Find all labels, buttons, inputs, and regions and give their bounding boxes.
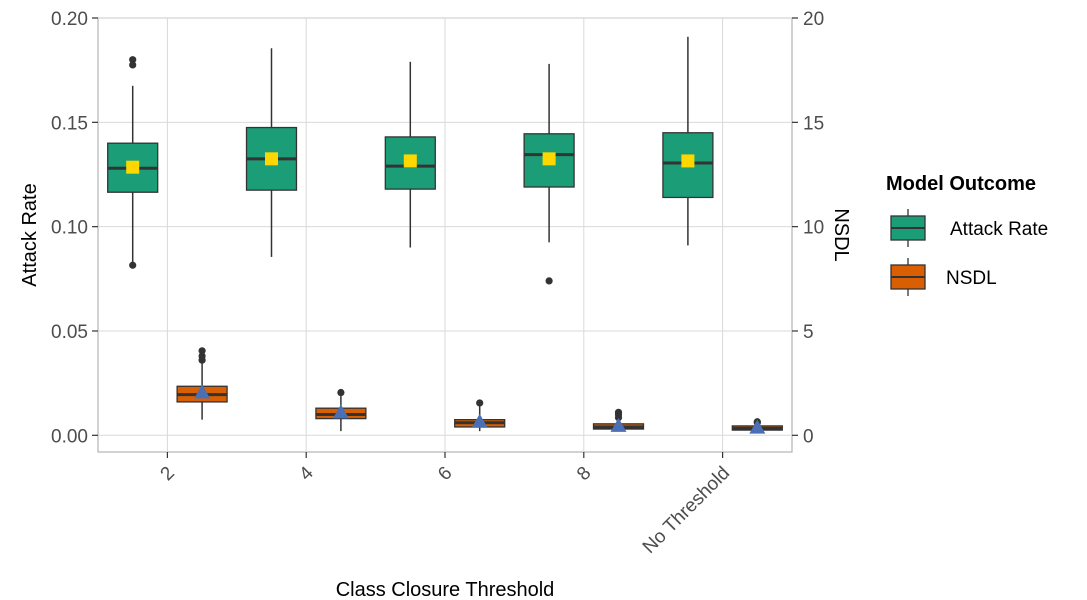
mean-marker-square — [542, 152, 556, 166]
mean-marker-triangle — [610, 417, 627, 432]
mean-marker-square — [126, 160, 140, 174]
y-left-tick-label: 0.20 — [51, 9, 88, 30]
outlier-point — [129, 261, 137, 269]
mean-markers — [126, 152, 766, 434]
legend-item-attack-rate: Attack Rate — [890, 209, 1048, 247]
outlier-point — [545, 277, 553, 285]
mean-marker-square — [403, 154, 417, 168]
x-axis: 2 4 6 8 No Threshold — [157, 452, 734, 558]
x-tick-label: 8 — [573, 463, 595, 485]
x-tick-label: No Threshold — [639, 463, 734, 558]
y-right-tick-label: 20 — [803, 9, 824, 30]
legend-title: Model Outcome — [886, 173, 1036, 195]
mean-marker-triangle — [749, 419, 766, 434]
legend-item-label: NSDL — [946, 268, 997, 289]
outlier-point — [198, 347, 206, 355]
outlier-point — [614, 408, 623, 416]
y-right-tick-label: 5 — [803, 322, 814, 343]
y-right-tick-label: 15 — [803, 113, 824, 134]
y-axis-left-title: Attack Rate — [19, 183, 41, 286]
x-axis-title: Class Closure Threshold — [336, 579, 555, 600]
y-left-tick-label: 0.10 — [51, 218, 88, 239]
legend-item-label: Attack Rate — [950, 219, 1048, 240]
outlier-point — [337, 388, 345, 397]
legend: Model Outcome Attack Rate NSDL — [886, 173, 1048, 296]
y-right-tick-label: 10 — [803, 218, 824, 239]
y-axis-right: 0 5 10 15 20 — [792, 9, 824, 447]
outlier-point — [129, 61, 137, 69]
y-left-tick-label: 0.15 — [51, 113, 88, 134]
grid-lines — [98, 17, 792, 452]
x-tick-label: 2 — [157, 463, 179, 485]
x-tick-label: 6 — [434, 463, 456, 485]
y-left-tick-label: 0.00 — [51, 426, 88, 447]
mean-marker-square — [681, 154, 695, 168]
y-axis-left: 0.00 0.05 0.10 0.15 0.20 — [51, 9, 98, 447]
outlier-point — [129, 56, 137, 64]
mean-marker-triangle — [194, 384, 211, 399]
y-axis-right-title: NSDL — [830, 208, 852, 261]
mean-marker-triangle — [471, 413, 488, 428]
mean-marker-triangle — [332, 404, 349, 419]
outlier-point — [476, 399, 484, 407]
mean-marker-square — [265, 152, 278, 166]
legend-item-nsdl: NSDL — [890, 258, 997, 296]
x-tick-label: 4 — [295, 462, 318, 485]
outlier-point — [198, 352, 206, 360]
y-right-tick-label: 0 — [803, 426, 814, 447]
y-left-tick-label: 0.05 — [51, 322, 88, 343]
